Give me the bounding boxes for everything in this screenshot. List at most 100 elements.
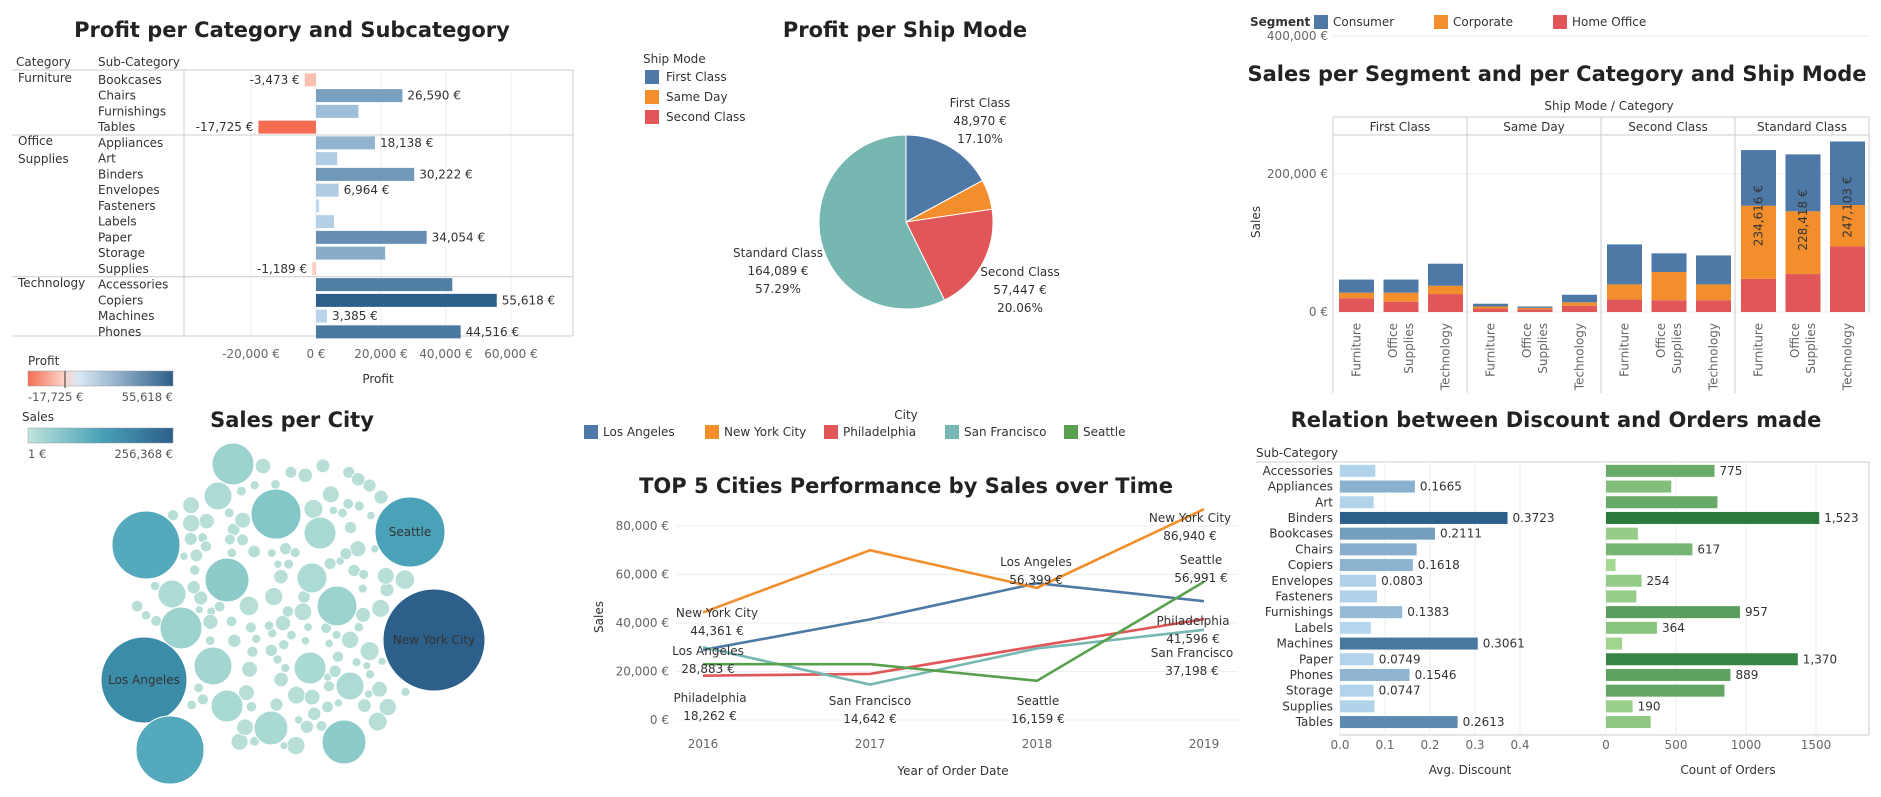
stacked-bar-segment [1517, 306, 1553, 308]
subcategory-label: Labels [98, 215, 137, 229]
stacked-bar-segment [1741, 150, 1776, 206]
avg-discount-data-label: 0.0747 [1379, 684, 1421, 698]
city-bubble [247, 544, 261, 559]
segment-legend-title: Segment [1250, 15, 1311, 29]
stacked-bar-total-label: 234,616 € [1752, 185, 1766, 246]
avg-discount-bar [1340, 700, 1375, 713]
city-bubble [297, 467, 313, 483]
city-bubble [323, 557, 337, 570]
category-label: Technology [17, 276, 85, 290]
city-bubble [236, 533, 249, 547]
avg-discount-bar [1340, 464, 1376, 477]
category-label: Furniture [18, 71, 72, 85]
city-bubble [234, 511, 252, 529]
stacked-bar-segment [1383, 292, 1419, 302]
line-annotation-value: 86,940 € [1163, 529, 1216, 543]
profit-bar [316, 167, 415, 181]
city-bubble [149, 580, 161, 592]
orders-count-data-label: 617 [1697, 542, 1720, 556]
city-bubble [189, 548, 204, 563]
city-legend-swatch [1064, 425, 1078, 439]
city-bubble [210, 689, 244, 723]
stacked-bar-segment [1383, 301, 1419, 312]
line-annotation-value: 56,399 € [1009, 573, 1062, 587]
line-annotation-value: 18,262 € [683, 709, 736, 723]
line-x-axis-label: Year of Order Date [896, 764, 1008, 778]
subcategory-label: Machines [98, 309, 154, 323]
profit-tick-label: 20,000 € [354, 347, 407, 361]
discount-subcategory-label: Machines [1277, 637, 1333, 651]
orders-count-bar [1606, 464, 1715, 477]
city-bubble [193, 590, 209, 606]
avg-discount-bar [1340, 590, 1377, 603]
ship-mode-legend-item: Second Class [666, 110, 746, 124]
orders-count-bar [1606, 574, 1642, 587]
category-tick-label: Furniture [1752, 323, 1766, 377]
ship-mode-legend-item: Same Day [666, 90, 728, 104]
city-bubble [322, 485, 340, 504]
orders-count-bar [1606, 480, 1672, 493]
city-bubble [264, 587, 284, 607]
bubble-city-label: New York City [393, 633, 475, 647]
city-bubble [266, 548, 277, 558]
category-tick-label: Supplies [1804, 323, 1818, 374]
discount-subcategory-label: Furnishings [1265, 605, 1333, 619]
city-bubble [167, 509, 180, 522]
city-bubble [371, 680, 388, 698]
city-bubble [272, 654, 283, 665]
orders-count-data-label: 1,370 [1803, 652, 1837, 666]
stacked-bar-segment [1785, 154, 1821, 212]
avg-discount-bar [1340, 527, 1435, 540]
sales-tick-label: 0 € [1309, 305, 1328, 319]
city-bubble [377, 656, 387, 666]
city-bubble [253, 710, 289, 746]
avg-discount-data-label: 0.2613 [1463, 715, 1505, 729]
avg-discount-bar [1340, 480, 1415, 493]
stacked-bar-segment [1473, 306, 1508, 309]
city-bubble [342, 465, 356, 479]
category-tick-label: Furniture [1484, 323, 1498, 377]
city-bubble [315, 720, 328, 732]
pie-slice-value: 57,447 € [993, 283, 1046, 297]
line-annotation-value: 14,642 € [843, 712, 896, 726]
city-legend-title: City [894, 408, 918, 422]
line-annotation-value: 44,361 € [690, 624, 743, 638]
count-orders-axis-label: Count of Orders [1680, 763, 1775, 777]
subcategory-label: Appliances [98, 136, 163, 150]
city-bubble [307, 706, 322, 721]
city-bubble [236, 718, 254, 737]
discount-subcategory-label: Appliances [1268, 480, 1333, 494]
profit-data-label: 30,222 € [419, 167, 472, 181]
category-tick-label: Technology [1439, 323, 1453, 391]
discount-tick-label: 0.2 [1420, 738, 1439, 752]
pie-slice-name: Standard Class [733, 246, 823, 260]
stacked-bar-segment [1562, 305, 1597, 312]
city-bubble [264, 643, 278, 657]
city-bubble [300, 636, 311, 646]
city-bubble [362, 478, 377, 493]
city-bubble [357, 583, 368, 594]
segment-legend-swatch [1434, 15, 1448, 29]
orders-count-bar [1606, 511, 1820, 524]
line-annotation-city: Seattle [1180, 553, 1222, 567]
city-bubble [316, 585, 358, 627]
profit-bar [316, 325, 461, 339]
line-y-tick-label: 0 € [650, 713, 669, 727]
city-bubble [303, 622, 313, 632]
line-annotation-city: New York City [676, 606, 758, 620]
series-line [702, 628, 1205, 686]
profit-legend-max: 55,618 € [122, 390, 173, 404]
profit-bar [316, 230, 427, 244]
stacked-bar-segment [1607, 244, 1642, 285]
line-y-tick-label: 40,000 € [616, 616, 669, 630]
city-legend-swatch [705, 425, 719, 439]
discount-subcategory-label: Envelopes [1271, 574, 1333, 588]
city-legend-item: Seattle [1083, 425, 1125, 439]
stacked-bar-segment [1517, 309, 1553, 312]
pie-slice-value: 164,089 € [747, 264, 808, 278]
profit-data-label: -3,473 € [250, 73, 300, 87]
discount-tick-label: 0.1 [1375, 738, 1394, 752]
discount-tick-label: 0.0 [1330, 738, 1349, 752]
category-tick-label: Supplies [1536, 323, 1550, 374]
